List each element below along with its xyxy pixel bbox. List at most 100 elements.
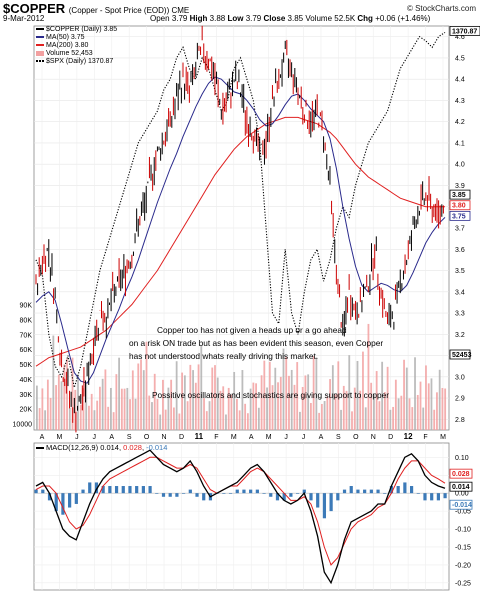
macd-hist-bar xyxy=(182,493,186,494)
volume-bar xyxy=(348,355,351,430)
volume-bar xyxy=(178,413,181,430)
right-value-box xyxy=(449,349,471,360)
volume-bar xyxy=(416,394,419,430)
volume-bar xyxy=(268,361,271,430)
volume-bar xyxy=(96,400,99,430)
volume-bar xyxy=(71,357,74,430)
macd-hist-bar xyxy=(168,493,172,497)
volume-bar xyxy=(219,390,222,430)
macd-hist-bar xyxy=(336,493,340,501)
volume-bar xyxy=(381,361,384,430)
price-tick-label: 4.0 xyxy=(455,162,465,169)
volume-bar xyxy=(378,401,381,430)
volume-bar xyxy=(151,402,153,430)
legend-ma50: MA(50) 3.75 xyxy=(36,34,117,42)
macd-value-box xyxy=(449,499,473,510)
volume-bar xyxy=(38,408,41,430)
volume-bar xyxy=(422,407,425,430)
annotation-line-1: Copper too has not given a heads up or a… xyxy=(157,325,347,335)
volume-bar xyxy=(282,348,285,430)
volume-bar xyxy=(68,407,71,430)
macd-hist-bar xyxy=(249,489,253,494)
signal-value: 0.028 xyxy=(123,443,142,452)
volume-bar xyxy=(394,379,397,430)
macd-hist-bar xyxy=(235,489,239,494)
macd-value-box xyxy=(449,468,473,479)
volume-bar xyxy=(370,382,373,430)
volume-bar xyxy=(400,395,403,430)
right-value-box xyxy=(449,25,480,36)
volume-bar xyxy=(414,357,416,430)
macd-value-label: 0.014 xyxy=(452,484,470,491)
macd-hist-bar xyxy=(295,493,300,494)
volume-bar xyxy=(79,404,82,430)
annotation-line-2: on a risk ON trade but as has been evide… xyxy=(129,338,384,348)
x-tick-label: S xyxy=(336,434,341,441)
volume-bar xyxy=(274,367,277,430)
volume-bar xyxy=(74,389,77,430)
right-value-label: 52453 xyxy=(452,352,472,359)
macd-hist-bar xyxy=(108,486,112,494)
volume-bar xyxy=(260,375,263,430)
x-tick-label: M xyxy=(266,434,272,441)
x-tick-label: N xyxy=(162,434,167,441)
macd-tick-label: 0.10 xyxy=(455,455,469,462)
right-value-label: 3.80 xyxy=(452,203,466,210)
macd-hist-bar xyxy=(101,486,105,494)
macd-hist-bar xyxy=(81,489,85,494)
volume-tick-label: 50K xyxy=(20,362,33,369)
volume-bar xyxy=(129,399,131,430)
volume-bar xyxy=(290,369,293,430)
macd-hist-bar xyxy=(34,489,38,494)
volume-bar xyxy=(162,379,164,430)
x-tick-label: O xyxy=(353,434,359,441)
macd-hist-bar xyxy=(74,493,78,504)
volume-bar xyxy=(255,383,257,430)
volume-bar xyxy=(408,398,411,430)
volume-bar xyxy=(433,409,436,430)
volume-bar xyxy=(386,366,389,430)
volume-bar xyxy=(367,323,370,430)
macd-hist-bar xyxy=(47,493,52,501)
macd-hist-bar xyxy=(114,486,119,494)
price-legend: $COPPER (Daily) 3.85 MA(50) 3.75 MA(200)… xyxy=(36,26,117,66)
volume-bar xyxy=(222,386,225,430)
volume-bar xyxy=(211,367,214,430)
volume-bar xyxy=(233,371,236,430)
volume-bar xyxy=(345,390,348,430)
macd-hist-bar xyxy=(302,489,306,494)
volume-tick-label: 60K xyxy=(20,347,33,354)
price-tick-label: 4.5 xyxy=(455,55,465,62)
volume-bar xyxy=(249,388,252,430)
volume-bar xyxy=(356,360,359,430)
volume-bar xyxy=(142,370,145,430)
volume-bar xyxy=(49,397,52,430)
volume-bar xyxy=(148,395,151,430)
x-tick-label: 12 xyxy=(404,432,413,441)
macd-hist-bar xyxy=(135,486,139,494)
volume-bar xyxy=(66,358,68,430)
volume-bar xyxy=(140,359,142,430)
macd-hist-bar xyxy=(403,482,407,494)
macd-hist-bar xyxy=(228,493,233,494)
low-label: Low xyxy=(227,14,244,23)
volume-bar xyxy=(82,388,85,430)
price-tick-label: 3.3 xyxy=(455,311,465,318)
x-tick-label: D xyxy=(179,434,184,441)
volume-bar xyxy=(331,365,334,430)
macd-hist-bar xyxy=(161,493,166,497)
volume-bar xyxy=(123,388,126,430)
volume-bar xyxy=(271,385,274,430)
volume-bar xyxy=(203,398,205,430)
right-value-box xyxy=(449,200,471,211)
right-value-box xyxy=(449,189,471,200)
macd-hist-bar xyxy=(54,493,58,512)
macd-tick-label: 0.00 xyxy=(455,491,469,498)
volume-bar xyxy=(189,364,192,430)
x-tick-label: J xyxy=(302,434,306,441)
volume-bar xyxy=(156,398,159,430)
right-value-box xyxy=(449,210,471,221)
macd-tick-label: -0.05 xyxy=(455,509,471,516)
volume-bar xyxy=(318,412,321,430)
